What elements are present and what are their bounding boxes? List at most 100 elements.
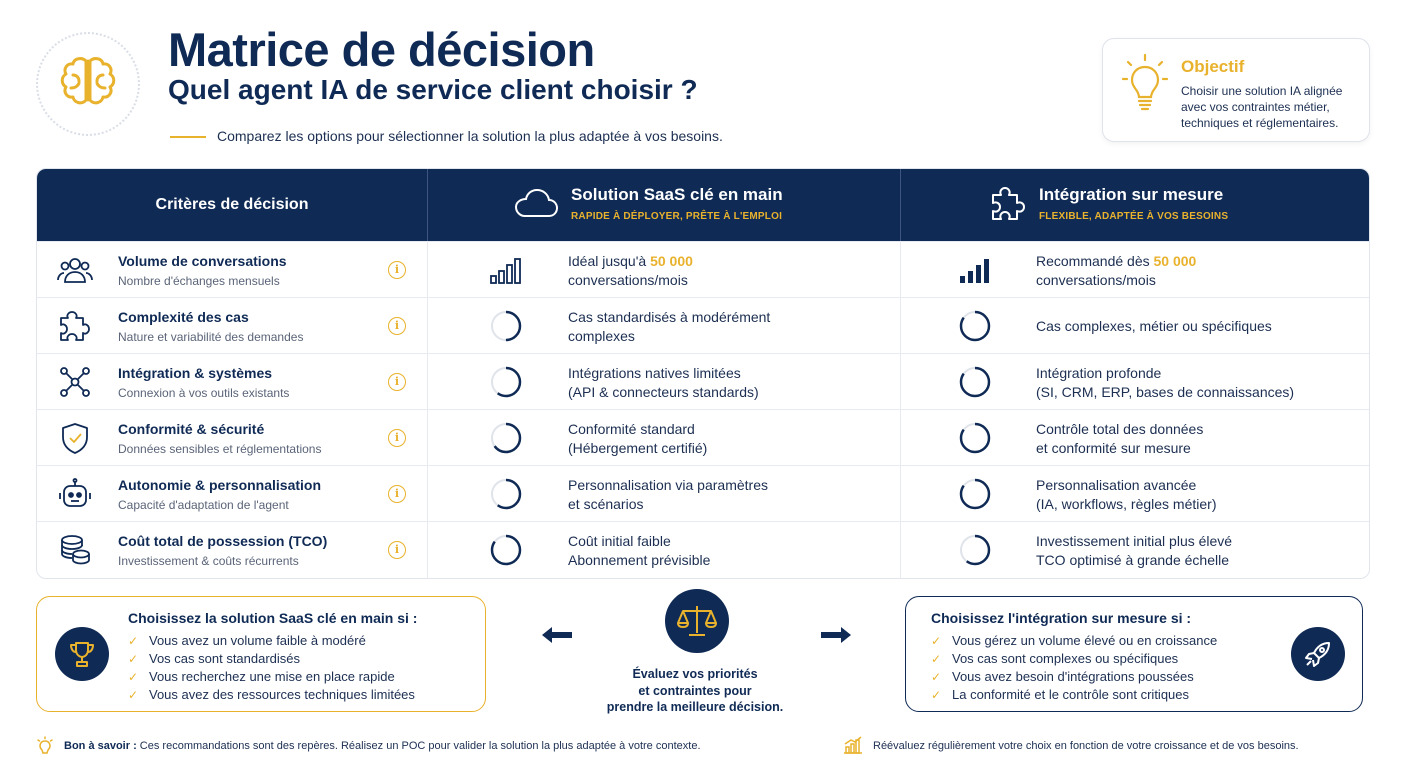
brain-logo	[36, 32, 140, 136]
scale-icon	[677, 606, 717, 636]
matrix-row-complexity: Complexité des cas Nature et variabilité…	[37, 297, 1369, 354]
criterion-subtitle: Connexion à vos outils existants	[118, 386, 290, 400]
check-icon: ✓	[931, 670, 942, 684]
choose-saas-list: ✓ Vous avez un volume faible à modéré ✓ Vo…	[128, 632, 415, 704]
decision-matrix: Critères de décision Solution SaaS clé e…	[36, 168, 1370, 579]
check-icon: ✓	[931, 688, 942, 702]
column-divider	[427, 242, 428, 298]
robot-icon	[59, 478, 91, 507]
list-item: ✓ Vous avez des ressources techniques lim…	[128, 687, 415, 702]
lightbulb-icon	[1121, 53, 1169, 111]
criterion-subtitle: Données sensibles et réglementations	[118, 442, 322, 456]
check-icon: ✓	[128, 652, 139, 666]
custom-score-ring	[959, 366, 991, 398]
check-icon: ✓	[931, 652, 942, 666]
column-divider	[900, 354, 901, 410]
matrix-row-autonomy: Autonomie & personnalisation Capacité d'…	[37, 465, 1369, 522]
choose-saas-title: Choisissez la solution SaaS clé en main …	[128, 610, 418, 626]
custom-cell-text: Personnalisation avancée (IA, workflows,…	[1036, 477, 1217, 512]
saas-cell-text: Intégrations natives limitées (API & con…	[568, 365, 759, 400]
list-item: ✓ Vous gérez un volume élevé ou en croiss…	[931, 633, 1218, 648]
custom-cell-text: Contrôle total des données et conformité…	[1036, 421, 1204, 456]
custom-cell-text: Recommandé dès 50 000 conversations/mois	[1036, 253, 1197, 288]
objective-text: Choisir une solution IA alignée avec vos…	[1181, 84, 1343, 130]
saas-score-ring	[490, 478, 522, 510]
list-item: ✓ Vous avez un volume faible à modéré	[128, 633, 366, 648]
puzzle-icon	[60, 311, 90, 341]
saas-column-subtitle: RAPIDE À DÉPLOYER, PRÊTE À L'EMPLOI	[571, 211, 783, 222]
custom-score-ring	[959, 478, 991, 510]
matrix-row-compliance: Conformité & sécurité Données sensibles …	[37, 409, 1369, 466]
saas-cell-text: Conformité standard (Hébergement certifi…	[568, 421, 708, 456]
trophy-icon	[70, 642, 94, 667]
column-divider	[427, 522, 428, 578]
list-item: ✓ Vous avez besoin d'intégrations poussée…	[931, 669, 1194, 684]
info-icon[interactable]: i	[388, 261, 406, 279]
saas-score-ring	[490, 534, 522, 566]
arrow-right-icon	[821, 627, 851, 643]
custom-column-title: Intégration sur mesure	[1039, 185, 1224, 204]
score-ring-fill	[959, 310, 991, 342]
custom-score-ring	[959, 310, 991, 342]
criterion-title: Intégration & systèmes	[118, 365, 273, 381]
score-ring-fill	[959, 366, 991, 398]
criterion-title: Complexité des cas	[118, 309, 249, 325]
choose-saas-card: Choisissez la solution SaaS clé en main …	[36, 596, 486, 712]
criterion-subtitle: Nature et variabilité des demandes	[118, 330, 304, 344]
score-ring-fill	[490, 534, 522, 566]
saas-score-ring	[490, 422, 522, 454]
score-ring-fill	[490, 366, 522, 398]
shield-icon	[62, 423, 88, 454]
score-ring-fill	[490, 310, 522, 342]
check-icon: ✓	[128, 688, 139, 702]
check-icon: ✓	[931, 634, 942, 648]
footer-note: Bon à savoir : Ces recommandations sont …	[64, 740, 701, 752]
check-icon: ✓	[128, 670, 139, 684]
score-ring-fill	[490, 478, 522, 510]
custom-score-ring	[959, 534, 991, 566]
criterion-title: Autonomie & personnalisation	[118, 477, 322, 493]
rocket-badge	[1291, 627, 1345, 681]
info-icon[interactable]: i	[388, 485, 406, 503]
arrow-left-icon	[542, 627, 572, 643]
growth-chart-icon	[844, 736, 862, 754]
bar-chart-outline-icon	[490, 258, 521, 284]
footer-reminder: Réévaluez régulièrement votre choix en f…	[873, 740, 1299, 752]
criterion-title: Volume de conversations	[118, 253, 287, 269]
page-title: Matrice de décision	[168, 23, 595, 76]
criterion-subtitle: Investissement & coûts récurrents	[118, 554, 299, 568]
choose-custom-title: Choisissez l'intégration sur mesure si :	[931, 610, 1192, 626]
scale-badge	[665, 589, 729, 653]
column-divider	[900, 466, 901, 522]
custom-cell-text: Intégration profonde (SI, CRM, ERP, base…	[1036, 365, 1295, 400]
header-divider	[427, 169, 428, 241]
custom-volume-threshold: 50 000	[1153, 253, 1197, 269]
custom-cell-text: Investissement initial plus élevé TCO op…	[1036, 533, 1233, 568]
matrix-row-volume: Volume de conversations Nombre d'échange…	[37, 241, 1369, 298]
column-divider	[900, 242, 901, 298]
info-icon[interactable]: i	[388, 429, 406, 447]
column-divider	[900, 522, 901, 578]
info-icon[interactable]: i	[388, 373, 406, 391]
trophy-badge	[55, 627, 109, 681]
column-divider	[427, 466, 428, 522]
criterion-title: Coût total de possession (TCO)	[118, 533, 328, 549]
decision-prompt: Évaluez vos priorités et contraintes pou…	[606, 667, 784, 714]
saas-score-ring	[490, 310, 522, 342]
saas-cell-text: Personnalisation via paramètres et scéna…	[568, 477, 768, 512]
custom-cell-text: Cas complexes, métier ou spécifiques	[1036, 318, 1272, 334]
header-divider	[900, 169, 901, 241]
saas-column-title: Solution SaaS clé en main	[571, 185, 783, 204]
check-icon: ✓	[128, 634, 139, 648]
coins-icon	[61, 535, 90, 565]
info-icon[interactable]: i	[388, 317, 406, 335]
saas-cell-text: Idéal jusqu'à 50 000 conversations/mois	[568, 253, 693, 288]
saas-cell-text: Coût initial faible Abonnement prévisibl…	[568, 533, 711, 568]
info-icon[interactable]: i	[388, 541, 406, 559]
lightbulb-small-icon	[37, 736, 53, 754]
column-divider	[427, 410, 428, 466]
column-divider	[900, 410, 901, 466]
objective-card: Objectif Choisir une solution IA alignée…	[1102, 38, 1370, 142]
tagline: Comparez les options pour sélectionner l…	[217, 128, 723, 144]
list-item: ✓ Vos cas sont complexes ou spécifiques	[931, 651, 1179, 666]
